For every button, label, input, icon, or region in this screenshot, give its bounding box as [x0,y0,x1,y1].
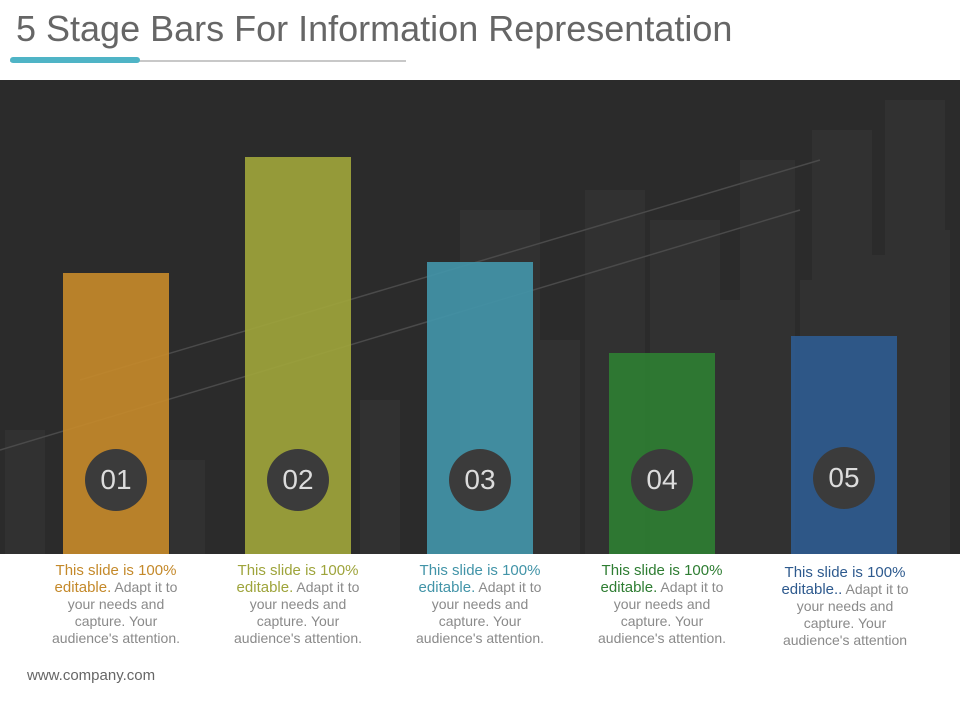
chart-panel: 01 02 03 04 05 [0,80,960,554]
stage-badge-01: 01 [85,449,147,511]
stage-badge-02: 02 [267,449,329,511]
description-text: Adapt it to your needs and capture. Your… [234,579,362,646]
stage-description-02: This slide is 100% editable. Adapt it to… [223,562,373,647]
stage-description-01: This slide is 100% editable. Adapt it to… [41,562,191,647]
description-text: Adapt it to your needs and capture. Your… [782,581,909,648]
description-highlight: This slide is 100% editable.. [781,564,906,598]
bar-01 [63,273,169,554]
description-highlight: This slide is 100% editable. [418,562,541,596]
title-underline [10,60,406,62]
stage-badge-03: 03 [449,449,511,511]
stage-badge-04: 04 [631,449,693,511]
stage-badge-05: 05 [813,447,875,509]
description-highlight: This slide is 100% editable. [54,562,177,596]
stage-description-05: This slide is 100% editable.. Adapt it t… [770,564,920,649]
description-highlight: This slide is 100% editable. [236,562,359,596]
description-text: Adapt it to your needs and capture. Your… [52,579,180,646]
description-text: Adapt it to your needs and capture. Your… [416,579,544,646]
stage-description-04: This slide is 100% editable. Adapt it to… [587,562,737,647]
stage-description-03: This slide is 100% editable. Adapt it to… [405,562,555,647]
description-text: Adapt it to your needs and capture. Your… [598,579,726,646]
title-underline-accent [10,57,140,63]
page-title: 5 Stage Bars For Information Representat… [16,8,733,49]
description-highlight: This slide is 100% editable. [600,562,723,596]
bar-05 [791,336,897,554]
footer-url: www.company.com [27,667,156,684]
